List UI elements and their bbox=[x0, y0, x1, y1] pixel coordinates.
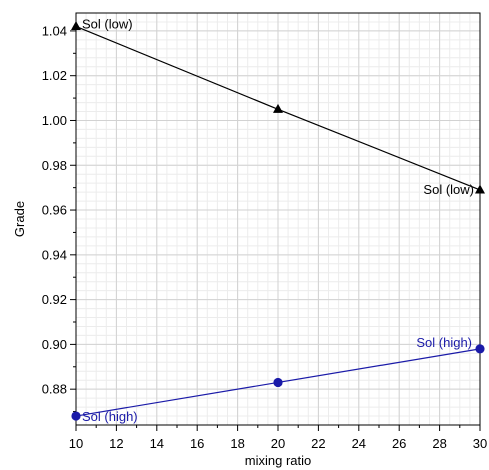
x-tick-label: 28 bbox=[432, 436, 446, 451]
point-labels-layer: Sol (low) Sol (low) Sol (high) Sol (high) bbox=[82, 16, 474, 424]
x-axis-title: mixing ratio bbox=[245, 453, 311, 468]
y-axis-title: Grade bbox=[12, 201, 27, 237]
axis-ticks bbox=[70, 30, 481, 431]
x-tick-label: 12 bbox=[109, 436, 123, 451]
x-tick-label: 20 bbox=[271, 436, 285, 451]
x-tick-label: 26 bbox=[392, 436, 406, 451]
y-axis-tick-labels: 0.88 0.90 0.92 0.94 0.96 0.98 1.00 1.02 1.04 bbox=[42, 23, 67, 396]
x-tick-label: 30 bbox=[473, 436, 487, 451]
x-tick-label: 18 bbox=[230, 436, 244, 451]
y-tick-label: 0.94 bbox=[42, 247, 67, 262]
x-tick-label: 16 bbox=[190, 436, 204, 451]
y-tick-label: 1.00 bbox=[42, 113, 67, 128]
x-tick-label: 14 bbox=[150, 436, 164, 451]
y-tick-label: 0.96 bbox=[42, 203, 67, 218]
y-tick-label: 0.98 bbox=[42, 158, 67, 173]
data-point-triangle bbox=[475, 184, 485, 194]
y-tick-label: 1.02 bbox=[42, 68, 67, 83]
data-point-circle bbox=[475, 344, 485, 354]
data-point-triangle bbox=[273, 103, 283, 113]
data-point-circle bbox=[273, 377, 283, 388]
data-point-triangle bbox=[71, 21, 81, 31]
point-label: Sol (high) bbox=[82, 409, 138, 424]
point-label: Sol (high) bbox=[416, 335, 472, 350]
point-label: Sol (low) bbox=[423, 182, 474, 197]
data-point-circle bbox=[71, 411, 81, 421]
y-tick-label: 0.92 bbox=[42, 292, 67, 307]
point-label: Sol (low) bbox=[82, 16, 133, 31]
y-tick-label: 0.90 bbox=[42, 337, 67, 352]
x-tick-label: 24 bbox=[352, 436, 366, 451]
y-tick-label: 1.04 bbox=[42, 23, 67, 38]
series-layer bbox=[71, 21, 485, 421]
x-tick-label: 10 bbox=[69, 436, 83, 451]
x-tick-label: 22 bbox=[311, 436, 325, 451]
y-tick-label: 0.88 bbox=[42, 382, 67, 397]
x-axis-tick-labels: 10 12 14 16 18 20 22 24 26 28 30 bbox=[69, 436, 487, 451]
